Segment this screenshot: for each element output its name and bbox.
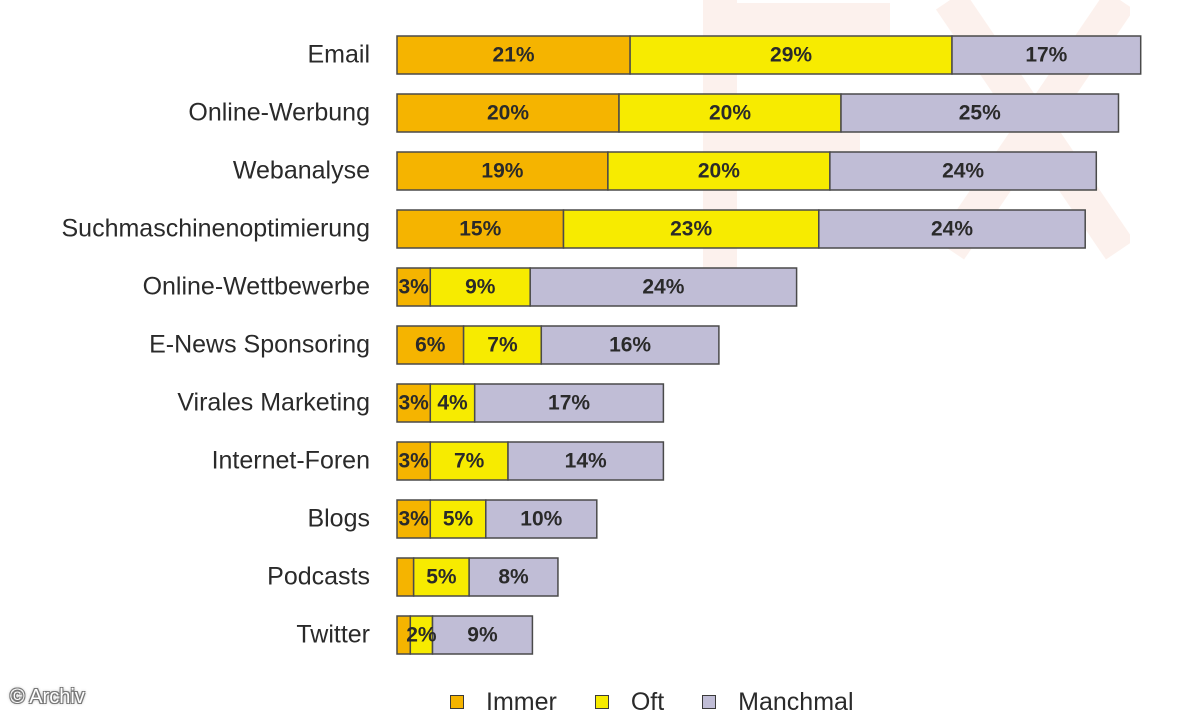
bar-podcasts-immer: [396, 557, 415, 597]
category-axis: Email Online-Werbung Webanalyse Suchmaschin…: [61, 41, 370, 649]
value-label-blogs-oft: 5%: [443, 508, 474, 531]
value-label-online-wettbewerbe-oft: 9%: [465, 276, 496, 299]
category-label-webanalyse: Webanalyse: [233, 157, 370, 185]
bar-twitter-manchmal: [431, 615, 534, 655]
value-label-blogs-immer: 3%: [398, 508, 429, 531]
category-label-virales-marketing: Virales Marketing: [177, 389, 370, 417]
value-label-twitter-manchmal: 9%: [467, 624, 498, 647]
bars: [396, 35, 1142, 655]
category-label-suchmaschinenoptimierung: Suchmaschinenoptimierung: [61, 215, 370, 243]
bar-e-news-sponsoring-immer: [396, 325, 465, 365]
value-label-suchmaschinenoptimierung-oft: 23%: [670, 218, 712, 241]
category-label-internet-foren: Internet-Foren: [212, 447, 370, 475]
value-label-suchmaschinenoptimierung-immer: 15%: [459, 218, 501, 241]
bar-webanalyse-manchmal: [829, 151, 1098, 191]
legend-item-oft: Oft: [594, 687, 665, 717]
value-label-webanalyse-immer: 19%: [481, 160, 523, 183]
bar-online-wettbewerbe-immer: [396, 267, 432, 307]
bar-blogs-manchmal: [485, 499, 598, 539]
category-label-email: Email: [307, 41, 370, 69]
bar-online-werbung-manchmal: [840, 93, 1120, 133]
value-label-email-manchmal: 17%: [1025, 44, 1067, 67]
value-label-podcasts-manchmal: 8%: [498, 566, 529, 589]
value-label-virales-marketing-immer: 3%: [398, 392, 429, 415]
value-label-webanalyse-oft: 20%: [698, 160, 740, 183]
value-label-email-oft: 29%: [770, 44, 812, 67]
category-label-blogs: Blogs: [307, 505, 370, 533]
bar-podcasts-manchmal: [468, 557, 559, 597]
category-label-online-wettbewerbe: Online-Wettbewerbe: [143, 273, 370, 301]
legend-item-immer: Immer: [450, 688, 557, 717]
bar-webanalyse-immer: [396, 151, 609, 191]
value-label-internet-foren-oft: 7%: [454, 450, 485, 473]
legend-swatch-manchmal: [702, 695, 717, 709]
value-label-email-immer: 21%: [493, 44, 535, 67]
value-label-virales-marketing-oft: 4%: [437, 392, 468, 415]
bar-online-werbung-oft: [618, 93, 842, 133]
category-label-e-news-sponsoring: E-News Sponsoring: [149, 331, 370, 359]
category-label-podcasts: Podcasts: [267, 563, 370, 591]
value-label-online-werbung-immer: 20%: [487, 102, 529, 125]
value-label-online-wettbewerbe-manchmal: 24%: [642, 276, 684, 299]
bar-virales-marketing-oft: [429, 383, 476, 423]
bar-email-oft: [629, 35, 953, 75]
bar-internet-foren-manchmal: [507, 441, 665, 481]
value-label-twitter-oft: 2%: [406, 624, 437, 647]
value-label-online-wettbewerbe-immer: 3%: [398, 276, 429, 299]
legend-item-manchmal: Manchmal: [702, 687, 854, 717]
value-label-suchmaschinenoptimierung-manchmal: 24%: [931, 218, 973, 241]
legend-label-oft: Oft: [630, 687, 665, 716]
value-label-online-werbung-oft: 20%: [709, 102, 751, 125]
category-label-online-werbung: Online-Werbung: [188, 99, 370, 127]
bar-blogs-oft: [429, 499, 487, 539]
value-label-blogs-manchmal: 10%: [520, 508, 562, 531]
bar-suchmaschinenoptimierung-oft: [562, 209, 820, 249]
data-labels: 21% 29% 17% 20% 20% 25% 19% 20% 24% 15% 23% 24% 3% 9%…: [398, 44, 1067, 647]
legend-swatch-oft: [594, 695, 609, 709]
value-label-internet-foren-manchmal: 14%: [565, 450, 607, 473]
bar-suchmaschinenoptimierung-manchmal: [818, 209, 1086, 249]
value-label-podcasts-oft: 5%: [426, 566, 457, 589]
bar-internet-foren-immer: [396, 441, 432, 481]
value-label-e-news-sponsoring-manchmal: 16%: [609, 334, 651, 357]
bar-email-immer: [396, 35, 631, 75]
legend-swatch-immer: [450, 695, 464, 709]
bar-e-news-sponsoring-manchmal: [540, 325, 720, 365]
value-label-e-news-sponsoring-oft: 7%: [487, 334, 518, 357]
value-label-e-news-sponsoring-immer: 6%: [415, 334, 446, 357]
bar-email-manchmal: [951, 35, 1142, 75]
value-label-webanalyse-manchmal: 24%: [942, 160, 984, 183]
bar-internet-foren-oft: [429, 441, 509, 481]
value-label-virales-marketing-manchmal: 17%: [548, 392, 590, 415]
category-label-twitter: Twitter: [296, 621, 370, 649]
value-label-online-werbung-manchmal: 25%: [959, 102, 1001, 125]
bar-virales-marketing-immer: [396, 383, 432, 423]
legend-label-immer: Immer: [486, 687, 557, 716]
legend-label-manchmal: Manchmal: [738, 687, 854, 716]
bar-virales-marketing-manchmal: [473, 383, 665, 423]
copyright-credit: © Archiv: [10, 686, 85, 708]
legend: Immer Oft Manchmal: [450, 686, 892, 718]
bar-online-wettbewerbe-manchmal: [529, 267, 798, 307]
value-label-internet-foren-immer: 3%: [398, 450, 429, 473]
bar-podcasts-oft: [412, 557, 470, 597]
